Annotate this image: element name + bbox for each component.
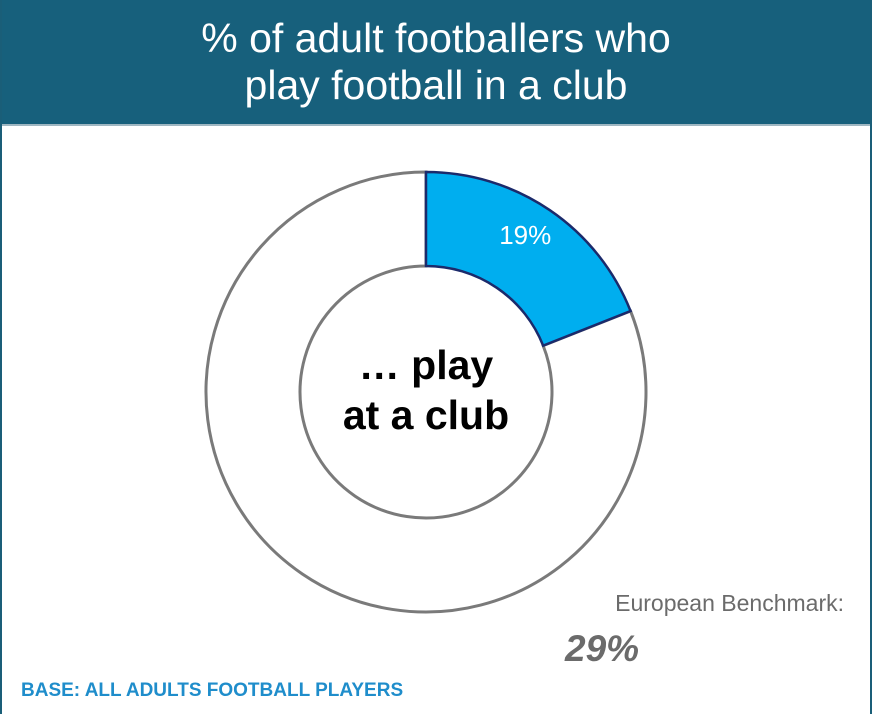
base-note: BASE: ALL ADULTS FOOTBALL PLAYERS: [21, 680, 404, 701]
benchmark-value: 29%: [565, 628, 640, 669]
center-label-line-2: at a club: [342, 392, 510, 438]
chart-title-line-1: % of adult footballers who: [201, 15, 671, 61]
header-divider: [2, 124, 870, 126]
benchmark-label: European Benchmark:: [615, 590, 844, 616]
chart-title: % of adult footballers who play football…: [2, 0, 870, 124]
donut-center-label: … play at a club: [318, 340, 534, 440]
donut-slice-data-label: 19%: [499, 220, 551, 250]
center-label-line-1: … play: [358, 342, 494, 388]
donut-slice-remainder: [204, 170, 648, 614]
donut-slice-highlight: [424, 170, 633, 348]
chart-title-line-2: play football in a club: [244, 62, 628, 108]
